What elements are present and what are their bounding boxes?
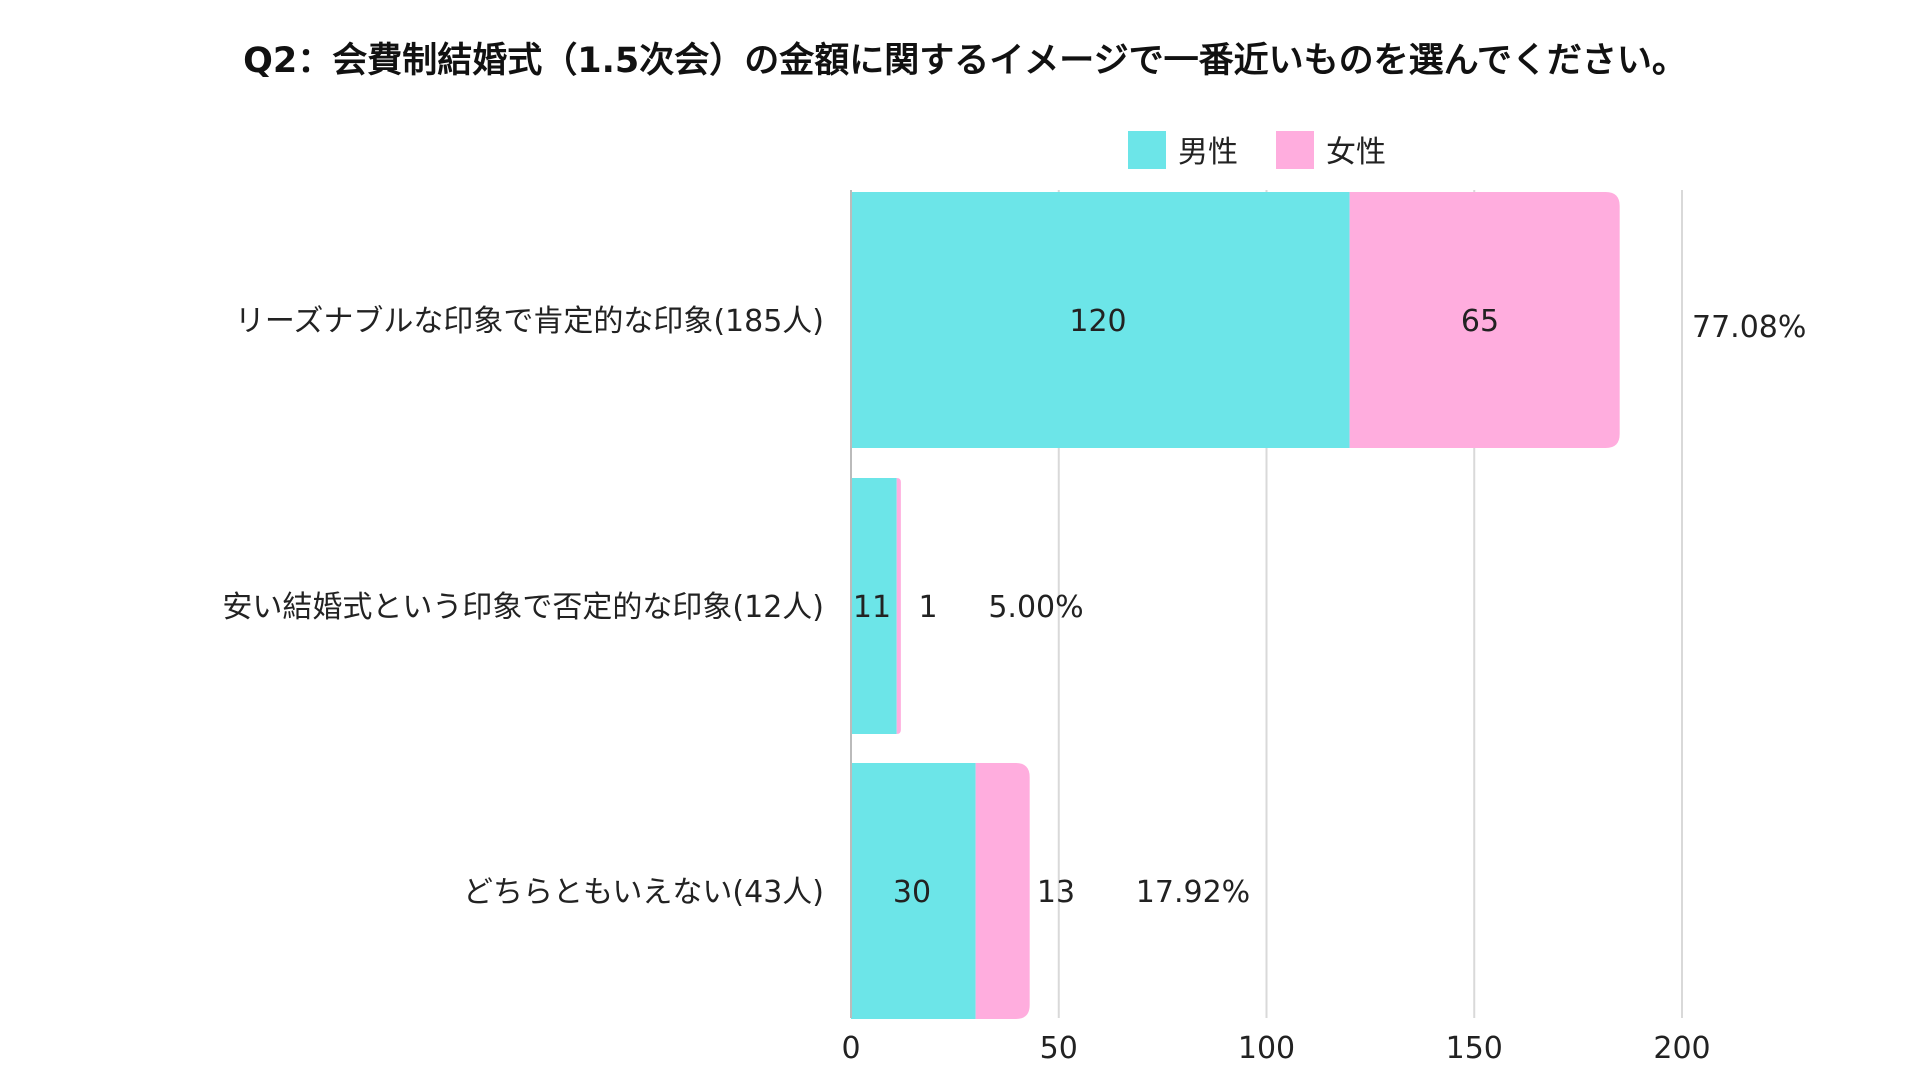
bar-segment bbox=[975, 763, 1030, 1019]
data-label: 13 bbox=[1037, 875, 1075, 910]
bar-segment bbox=[851, 763, 976, 1019]
legend[interactable]: 男性 女性 bbox=[1128, 131, 1386, 170]
category-label: 安い結婚式という印象で否定的な印象(12人) bbox=[222, 590, 824, 625]
percent-label: 77.08% bbox=[1692, 310, 1806, 345]
legend-label[interactable]: 男性 bbox=[1178, 135, 1238, 170]
bar-segment bbox=[896, 478, 901, 734]
x-tick-label: 200 bbox=[1653, 1031, 1710, 1066]
x-tick-label: 0 bbox=[841, 1031, 860, 1066]
bar-segment bbox=[851, 192, 1350, 448]
data-label: 120 bbox=[1069, 304, 1126, 339]
chart-title: Q2：会費制結婚式（1.5次会）の金額に関するイメージで一番近いものを選んでくだ… bbox=[243, 41, 1687, 81]
category-label: リーズナブルな印象で肯定的な印象(185人) bbox=[235, 304, 824, 339]
x-tick-label: 150 bbox=[1446, 1031, 1503, 1066]
data-label: 11 bbox=[853, 590, 891, 625]
legend-swatch bbox=[1128, 131, 1166, 169]
data-label: 1 bbox=[918, 590, 937, 625]
x-tick-label: 50 bbox=[1040, 1031, 1078, 1066]
percent-label: 17.92% bbox=[1136, 875, 1250, 910]
data-label: 65 bbox=[1461, 304, 1499, 339]
bars bbox=[851, 192, 1620, 1019]
x-tick-label: 100 bbox=[1238, 1031, 1295, 1066]
labels: 0 50 100 150 200 リーズナブルな印象で肯定的な印象(185人) 安い結婚式と… bbox=[222, 304, 1806, 1066]
category-label: どちらともいえない(43人) bbox=[463, 875, 824, 910]
legend-label[interactable]: 女性 bbox=[1326, 135, 1386, 170]
bar-segment bbox=[1349, 192, 1620, 448]
percent-label: 5.00% bbox=[988, 590, 1083, 625]
bar-segment bbox=[851, 478, 897, 734]
legend-swatch bbox=[1276, 131, 1314, 169]
data-label: 30 bbox=[893, 875, 931, 910]
